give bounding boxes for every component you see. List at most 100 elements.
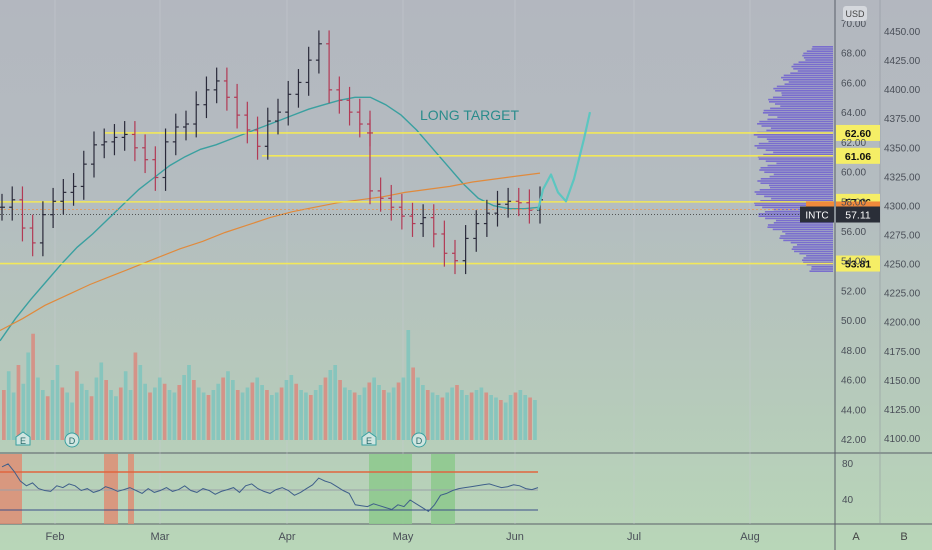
volume-bar (255, 377, 260, 440)
profile-bar (794, 250, 833, 253)
auto-scale-button[interactable]: A (852, 531, 860, 543)
volume-bar (148, 392, 152, 440)
profile-bar (765, 149, 833, 151)
symbol-label: INTC (805, 211, 828, 222)
rsi-oversold-zone (431, 454, 455, 524)
earnings-marker[interactable] (15, 431, 31, 446)
volume-bar (26, 352, 31, 440)
profile-bar (785, 233, 833, 235)
volume-bar (279, 387, 284, 440)
volume-bar (75, 371, 79, 440)
footer-controls: A B (852, 531, 907, 543)
profile-bar (798, 61, 833, 63)
price-tick-label: 68.00 (841, 49, 866, 60)
volume-bar (304, 392, 308, 440)
rsi-line (1, 463, 539, 513)
last-price-tag (836, 206, 880, 223)
profile-bar (806, 255, 833, 257)
profile-bar (797, 70, 833, 72)
volume-bar (440, 397, 445, 440)
volume-bar (260, 385, 264, 440)
profile-bar (765, 160, 833, 162)
profile-bar (771, 197, 833, 200)
dividend-marker[interactable] (64, 432, 80, 448)
volume-bar (118, 387, 123, 440)
volume-bar (464, 395, 469, 440)
profile-bar (769, 175, 833, 178)
time-axis[interactable]: Feb Mar Apr May Jun Jul Aug (46, 531, 760, 543)
volume-bar (357, 395, 362, 440)
profile-bar (782, 79, 833, 81)
volume-bar (167, 390, 172, 440)
price-tick-label: 52.00 (841, 286, 866, 297)
price-axis[interactable]: 70.00 68.00 66.00 64.00 62.00 60.00 58.00 56.00… (841, 19, 866, 446)
index-tick-label: 4200.00 (884, 318, 921, 329)
volume-bar (55, 365, 60, 440)
volume-bar (270, 395, 274, 440)
level-price-tag[interactable] (836, 147, 880, 164)
price-tick-label: 62.00 (841, 138, 866, 149)
rsi-pane[interactable]: 80 40 (0, 454, 854, 524)
target-path[interactable] (536, 111, 592, 211)
volume-bar (484, 392, 489, 440)
profile-bar (811, 268, 833, 270)
volume-bar (79, 383, 84, 440)
profile-bar (766, 138, 833, 140)
volume-bar (323, 377, 328, 440)
volume-bar (84, 390, 89, 440)
profile-bar (791, 65, 833, 68)
profile-bar (761, 125, 833, 127)
profile-bar (767, 226, 833, 228)
month-label: Apr (278, 531, 295, 543)
volume-bar (153, 387, 157, 440)
profile-bar (760, 182, 833, 184)
level-price-tag[interactable] (836, 255, 880, 272)
index-tick-label: 4125.00 (884, 405, 921, 416)
level-price-text: 62.60 (845, 128, 871, 140)
profile-bar (803, 57, 833, 59)
volume-bar (416, 377, 420, 440)
volume-bar (60, 387, 65, 440)
profile-bar (803, 261, 833, 264)
rsi-tick-label: 80 (842, 459, 854, 470)
currency-label: USD (845, 9, 865, 19)
volume-bar (45, 396, 50, 440)
volume-bars (2, 330, 537, 440)
profile-bar (759, 120, 833, 123)
profile-bar (754, 204, 833, 206)
long-target-label[interactable]: LONG TARGET (420, 107, 520, 123)
profile-bar (779, 237, 833, 239)
profile-bar (772, 96, 833, 99)
dividend-marker[interactable] (411, 432, 427, 448)
log-scale-button[interactable]: B (900, 531, 907, 543)
profile-bar (754, 191, 833, 193)
index-axis[interactable]: 4450.00 4425.00 4400.00 4375.00 4350.00 4325.… (884, 27, 921, 445)
rsi-overbought-zone (128, 454, 134, 524)
currency-badge[interactable] (843, 6, 867, 21)
volume-bar (347, 390, 352, 440)
index-tick-label: 4400.00 (884, 85, 921, 96)
volume-bar (2, 390, 6, 440)
profile-bar (803, 257, 833, 259)
volume-bar (474, 390, 479, 440)
volume-bar (518, 390, 523, 440)
volume-bar (40, 390, 45, 440)
profile-bar (806, 263, 833, 266)
volume-bar (494, 397, 498, 440)
target-projection[interactable] (536, 111, 592, 211)
price-tick-label: 66.00 (841, 78, 866, 89)
earnings-marker[interactable] (361, 431, 377, 446)
volume-bar (250, 382, 255, 440)
price-bars (0, 30, 543, 275)
profile-bar (783, 74, 833, 77)
volume-bar (372, 377, 376, 440)
level-price-tag[interactable] (836, 124, 880, 141)
last-price-value: 57.11 (845, 210, 871, 222)
profile-bar (760, 167, 833, 169)
profile-bar (805, 59, 833, 61)
profile-bar (770, 127, 833, 129)
